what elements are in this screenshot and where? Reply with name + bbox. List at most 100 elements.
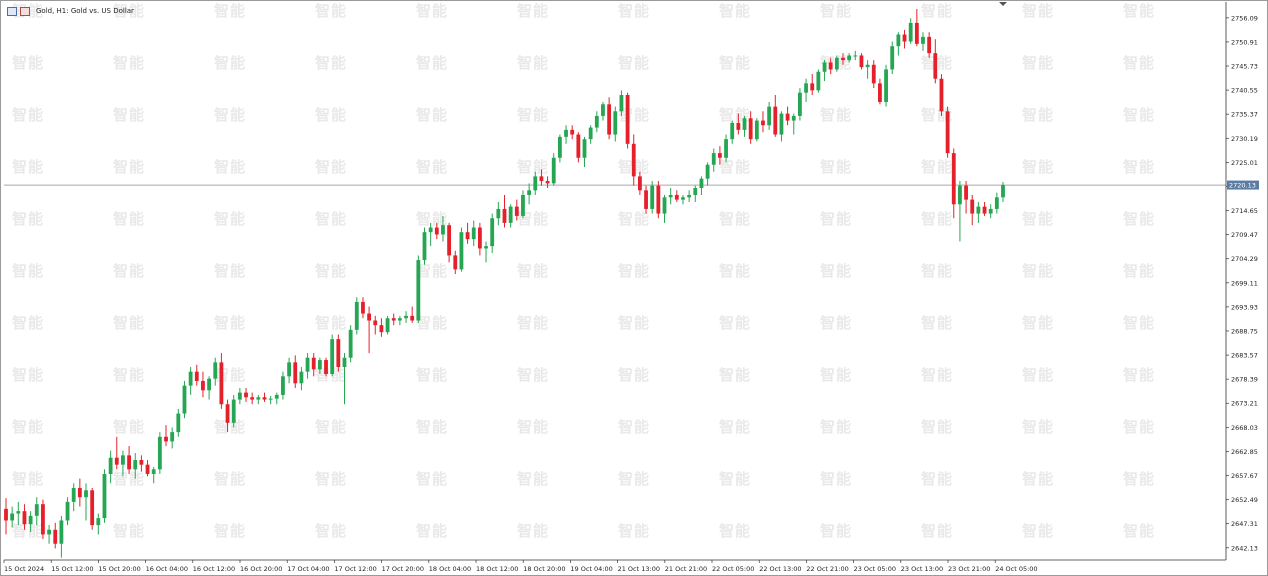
candles-group (4, 8, 1005, 558)
candle-body (810, 83, 815, 91)
price-tick-label: 2652.49 (1231, 496, 1258, 504)
candle-body (994, 197, 999, 209)
time-tick-label: 16 Oct 20:00 (240, 565, 282, 573)
candle-body (410, 315, 415, 321)
candle-body (681, 197, 685, 200)
candle-body (914, 22, 919, 44)
time-tick-label: 21 Oct 13:00 (618, 565, 660, 573)
price-tick-label: 2688.75 (1231, 327, 1258, 335)
candle-body (699, 178, 704, 188)
candle-body (127, 455, 131, 470)
price-tick-label: 2662.85 (1231, 448, 1258, 456)
price-tick-label: 2756.09 (1231, 14, 1258, 22)
candle-body (447, 225, 452, 256)
candle-body (170, 432, 175, 442)
candle-body (551, 157, 556, 184)
candle-body (674, 194, 679, 200)
candle-body (84, 490, 88, 498)
candle-body (970, 199, 975, 214)
candle-body (108, 457, 113, 474)
candle-body (871, 64, 876, 84)
chart-grid-icon[interactable] (7, 6, 17, 16)
candle-body (244, 392, 248, 398)
candle-body (958, 185, 962, 205)
candle-body (65, 501, 70, 521)
candle-body (742, 118, 747, 130)
price-tick-label: 2704.29 (1231, 255, 1258, 263)
candle-body (521, 194, 525, 216)
time-tick-label: 22 Oct 21:00 (806, 565, 848, 573)
candle-body (779, 113, 784, 135)
chart-type-icon[interactable] (20, 6, 30, 16)
candle-body (305, 357, 310, 372)
candle-body (545, 181, 550, 184)
candle-body (939, 78, 944, 112)
candle-body (225, 404, 230, 423)
time-tick-label: 23 Oct 21:00 (948, 565, 990, 573)
candle-body (902, 34, 907, 42)
candle-body (724, 139, 728, 158)
candle-body (908, 22, 913, 42)
candle-body (397, 318, 402, 321)
candle-body (471, 227, 476, 240)
candle-body (711, 153, 716, 165)
candle-body (804, 83, 808, 93)
candle-body (625, 95, 630, 144)
candle-body (927, 36, 932, 54)
candle-body (354, 301, 359, 330)
candle-body (4, 508, 8, 521)
candle-body (164, 436, 168, 442)
candle-body (828, 62, 833, 70)
candle-body (121, 455, 125, 465)
price-tick-label: 2683.57 (1231, 352, 1258, 360)
candle-body (637, 176, 642, 191)
candle-body (428, 227, 433, 233)
candle-body (477, 227, 482, 249)
price-axis: 2756.09 2750.91 2745.73 2740.55 2735.37 2730.… (1225, 2, 1259, 560)
candle-body (299, 371, 304, 384)
candle-body (736, 122, 741, 130)
current-price-tag (1227, 180, 1259, 190)
price-tick-label: 2725.01 (1231, 159, 1258, 167)
chart-shift-marker-icon[interactable] (999, 2, 1007, 6)
candle-body (884, 69, 888, 102)
candle-body (219, 362, 224, 405)
candle-body (921, 36, 925, 44)
candle-body (933, 53, 938, 79)
candle-body (404, 315, 408, 319)
candle-body (207, 378, 212, 391)
candle-body (748, 118, 753, 140)
candle-body (373, 320, 378, 326)
candle-body (213, 362, 218, 379)
price-tick-label: 2647.31 (1231, 520, 1258, 528)
candle-body (250, 397, 255, 400)
candle-body (533, 176, 538, 191)
time-tick-label: 22 Oct 13:00 (759, 565, 801, 573)
candle-body (490, 218, 495, 247)
candle-body (841, 57, 845, 61)
candle-body (564, 129, 568, 137)
candle-body (988, 208, 993, 214)
candle-body (705, 164, 710, 179)
candle-body (890, 46, 895, 70)
candle-body (77, 487, 82, 498)
candle-body (693, 188, 698, 195)
candle-body (878, 83, 882, 102)
candle-body (797, 92, 802, 116)
time-tick-label: 17 Oct 12:00 (334, 565, 376, 573)
chart-title: Gold, H1: Gold vs. US Dollar (36, 7, 134, 15)
candle-body (188, 371, 193, 386)
candle-body (631, 143, 636, 177)
candle-body (514, 206, 519, 216)
candle-body (133, 460, 138, 470)
time-tick-label: 24 Oct 05:00 (995, 565, 1037, 573)
candle-body (231, 399, 236, 423)
candle-body (367, 313, 372, 321)
candle-body (945, 111, 950, 154)
price-tick-label: 2745.73 (1231, 63, 1258, 71)
time-axis: 15 Oct 2024 15 Oct 12:00 15 Oct 20:00 16 Oc… (3, 559, 1226, 573)
candle-body (459, 232, 464, 270)
candle-body (182, 385, 187, 414)
